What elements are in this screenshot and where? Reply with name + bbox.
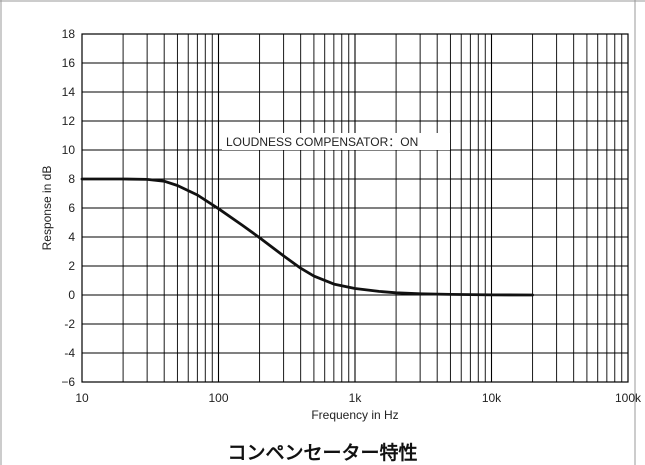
- y-tick-label: -2: [64, 317, 75, 331]
- y-tick-label: -4: [64, 346, 75, 360]
- y-tick-label: 6: [68, 201, 75, 215]
- x-tick-label: 100k: [615, 391, 642, 405]
- y-tick-label: 8: [68, 172, 75, 186]
- y-tick-label: 10: [62, 143, 76, 157]
- y-tick-label: 18: [62, 27, 76, 41]
- y-tick-label: 14: [62, 85, 76, 99]
- x-axis-label: Frequency in Hz: [311, 408, 398, 422]
- y-tick-label: −6: [61, 375, 75, 389]
- x-tick-label: 10k: [482, 391, 502, 405]
- y-tick-label: 2: [68, 259, 75, 273]
- x-tick-label: 10: [75, 391, 89, 405]
- y-tick-label: 0: [68, 288, 75, 302]
- chart-annotation: LOUDNESS COMPENSATOR：ON: [226, 135, 418, 149]
- figure-caption: コンペンセーター特性: [0, 438, 645, 465]
- x-tick-label: 100: [208, 391, 228, 405]
- x-tick-label: 1k: [349, 391, 363, 405]
- y-tick-label: 12: [62, 114, 76, 128]
- y-axis-label: Response in dB: [40, 166, 54, 251]
- y-tick-label: 16: [62, 56, 76, 70]
- y-tick-label: 4: [68, 230, 75, 244]
